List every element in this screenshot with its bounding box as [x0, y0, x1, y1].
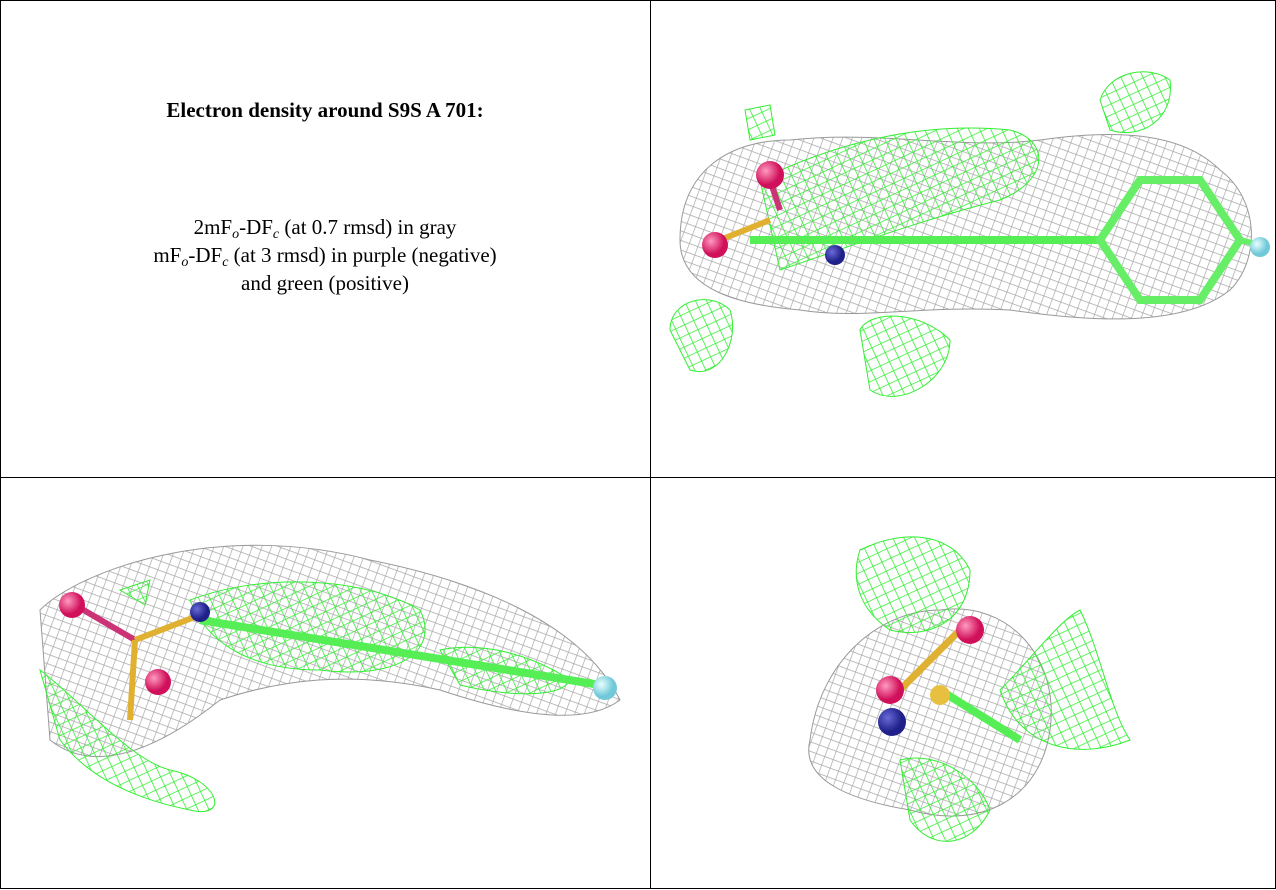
caption-line: 2mFo-DFc (at 0.7 rmsd) in gray — [0, 215, 650, 243]
border — [0, 0, 1276, 1]
text: (at 3 rmsd) in purple (negative) — [228, 243, 496, 267]
density-view — [780, 510, 1160, 870]
page: Electron density around S9S A 701: 2mFo-… — [0, 0, 1276, 890]
text: (at 0.7 rmsd) in gray — [279, 215, 456, 239]
border — [0, 0, 1, 889]
density-view — [660, 60, 1270, 420]
border — [0, 477, 1276, 478]
caption-line: and green (positive) — [0, 271, 650, 296]
text: 2mF — [194, 215, 233, 239]
text: -DF — [239, 215, 273, 239]
text: -DF — [188, 243, 222, 267]
text: mF — [153, 243, 181, 267]
caption-title: Electron density around S9S A 701: — [0, 98, 650, 123]
density-view — [20, 500, 640, 860]
border — [0, 888, 1276, 889]
caption-line: mFo-DFc (at 3 rmsd) in purple (negative) — [0, 243, 650, 271]
border — [650, 0, 651, 889]
